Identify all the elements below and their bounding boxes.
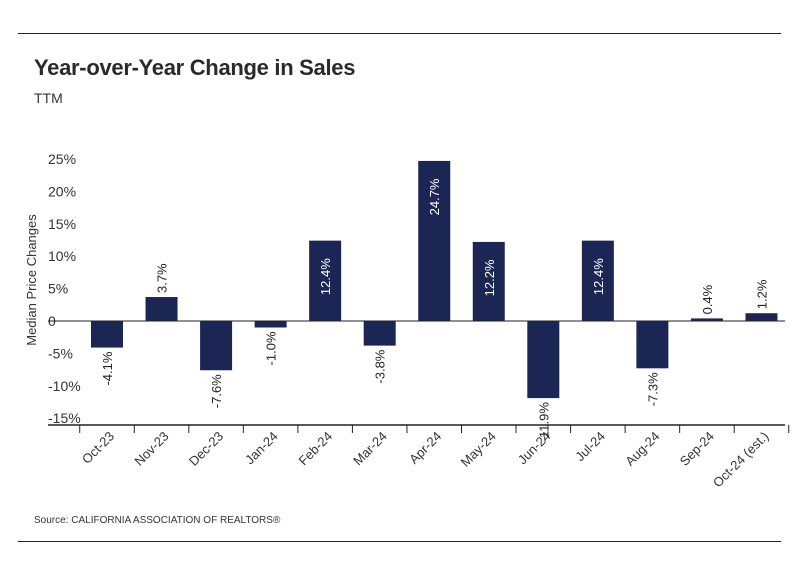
bar-value-label: -1.0% xyxy=(264,331,279,365)
bar-value-label: 3.7% xyxy=(155,263,170,293)
bar xyxy=(254,321,287,328)
bar-value-label: 12.4% xyxy=(318,258,333,295)
x-tick-label: Jul-24 xyxy=(572,429,608,465)
y-tick-label: 20% xyxy=(48,183,76,199)
y-tick-label: -5% xyxy=(48,345,73,361)
bar xyxy=(91,321,123,348)
bar xyxy=(636,321,669,369)
x-tick-label: Aug-24 xyxy=(622,429,662,469)
bar xyxy=(363,321,396,346)
x-axis-ticks: Oct-23 Nov-23 Dec-23 Jan-24 Feb-24 Mar-24 Apr-… xyxy=(79,429,772,491)
source-note: Source: CALIFORNIA ASSOCIATION OF REALTO… xyxy=(34,515,281,526)
bar xyxy=(745,313,778,321)
bar-value-label: -4.1% xyxy=(100,351,115,385)
y-tick-label: -10% xyxy=(48,378,81,394)
x-tick-label: Feb-24 xyxy=(296,429,336,469)
chart-title: Year-over-Year Change in Sales xyxy=(34,55,356,80)
x-tick-label: Dec-23 xyxy=(186,429,226,469)
bar-value-label: 0.4% xyxy=(700,284,715,314)
x-tick-label: Oct-24 (est.) xyxy=(710,429,772,491)
x-tick-label: Oct-23 xyxy=(79,429,117,467)
x-tick-label: Sep-24 xyxy=(677,429,717,469)
bottom-rule xyxy=(18,541,781,542)
bar xyxy=(581,240,614,321)
x-tick-label: Jan-24 xyxy=(242,429,281,468)
x-tick-label: Apr-24 xyxy=(406,429,444,467)
axes xyxy=(48,320,790,433)
chart-subtitle: TTM xyxy=(34,90,63,106)
bar xyxy=(200,321,233,371)
bar xyxy=(472,241,505,321)
bar-value-label: 24.7% xyxy=(427,178,442,215)
y-tick-label: 5% xyxy=(48,281,68,297)
bar-value-label: 12.4% xyxy=(591,258,606,295)
bar-value-label: 1.2% xyxy=(754,279,769,309)
bar-value-label: -3.8% xyxy=(373,349,388,383)
y-tick-label: 15% xyxy=(48,216,76,232)
x-tick-label: Nov-23 xyxy=(131,429,171,469)
x-tick-label: May-24 xyxy=(458,429,499,470)
bar-value-label: -11.9% xyxy=(536,402,551,443)
bar xyxy=(145,297,178,321)
bar-value-label: 12.2% xyxy=(482,259,497,296)
bar-value-label: -7.6% xyxy=(209,374,224,408)
x-tick-label: Jun-24 xyxy=(515,429,554,468)
bar xyxy=(418,160,451,321)
y-axis-label: Median Price Changes xyxy=(24,214,39,346)
bar xyxy=(309,240,342,321)
y-tick-label: 10% xyxy=(48,248,76,264)
x-tick-label: Mar-24 xyxy=(350,429,390,469)
bar xyxy=(527,321,560,399)
y-tick-label: -15% xyxy=(48,410,81,426)
bar-value-label: -7.3% xyxy=(645,372,660,406)
bars: -4.1% 3.7% -7.6% -1.0% 12.4% -3.8% 24.7% 12.2% -… xyxy=(91,160,778,443)
bar xyxy=(690,318,723,321)
y-axis-ticks: 25%20%15%10%5%0-5%-10%-15% xyxy=(48,151,81,426)
y-tick-label: 25% xyxy=(48,151,76,167)
top-rule xyxy=(18,33,781,34)
